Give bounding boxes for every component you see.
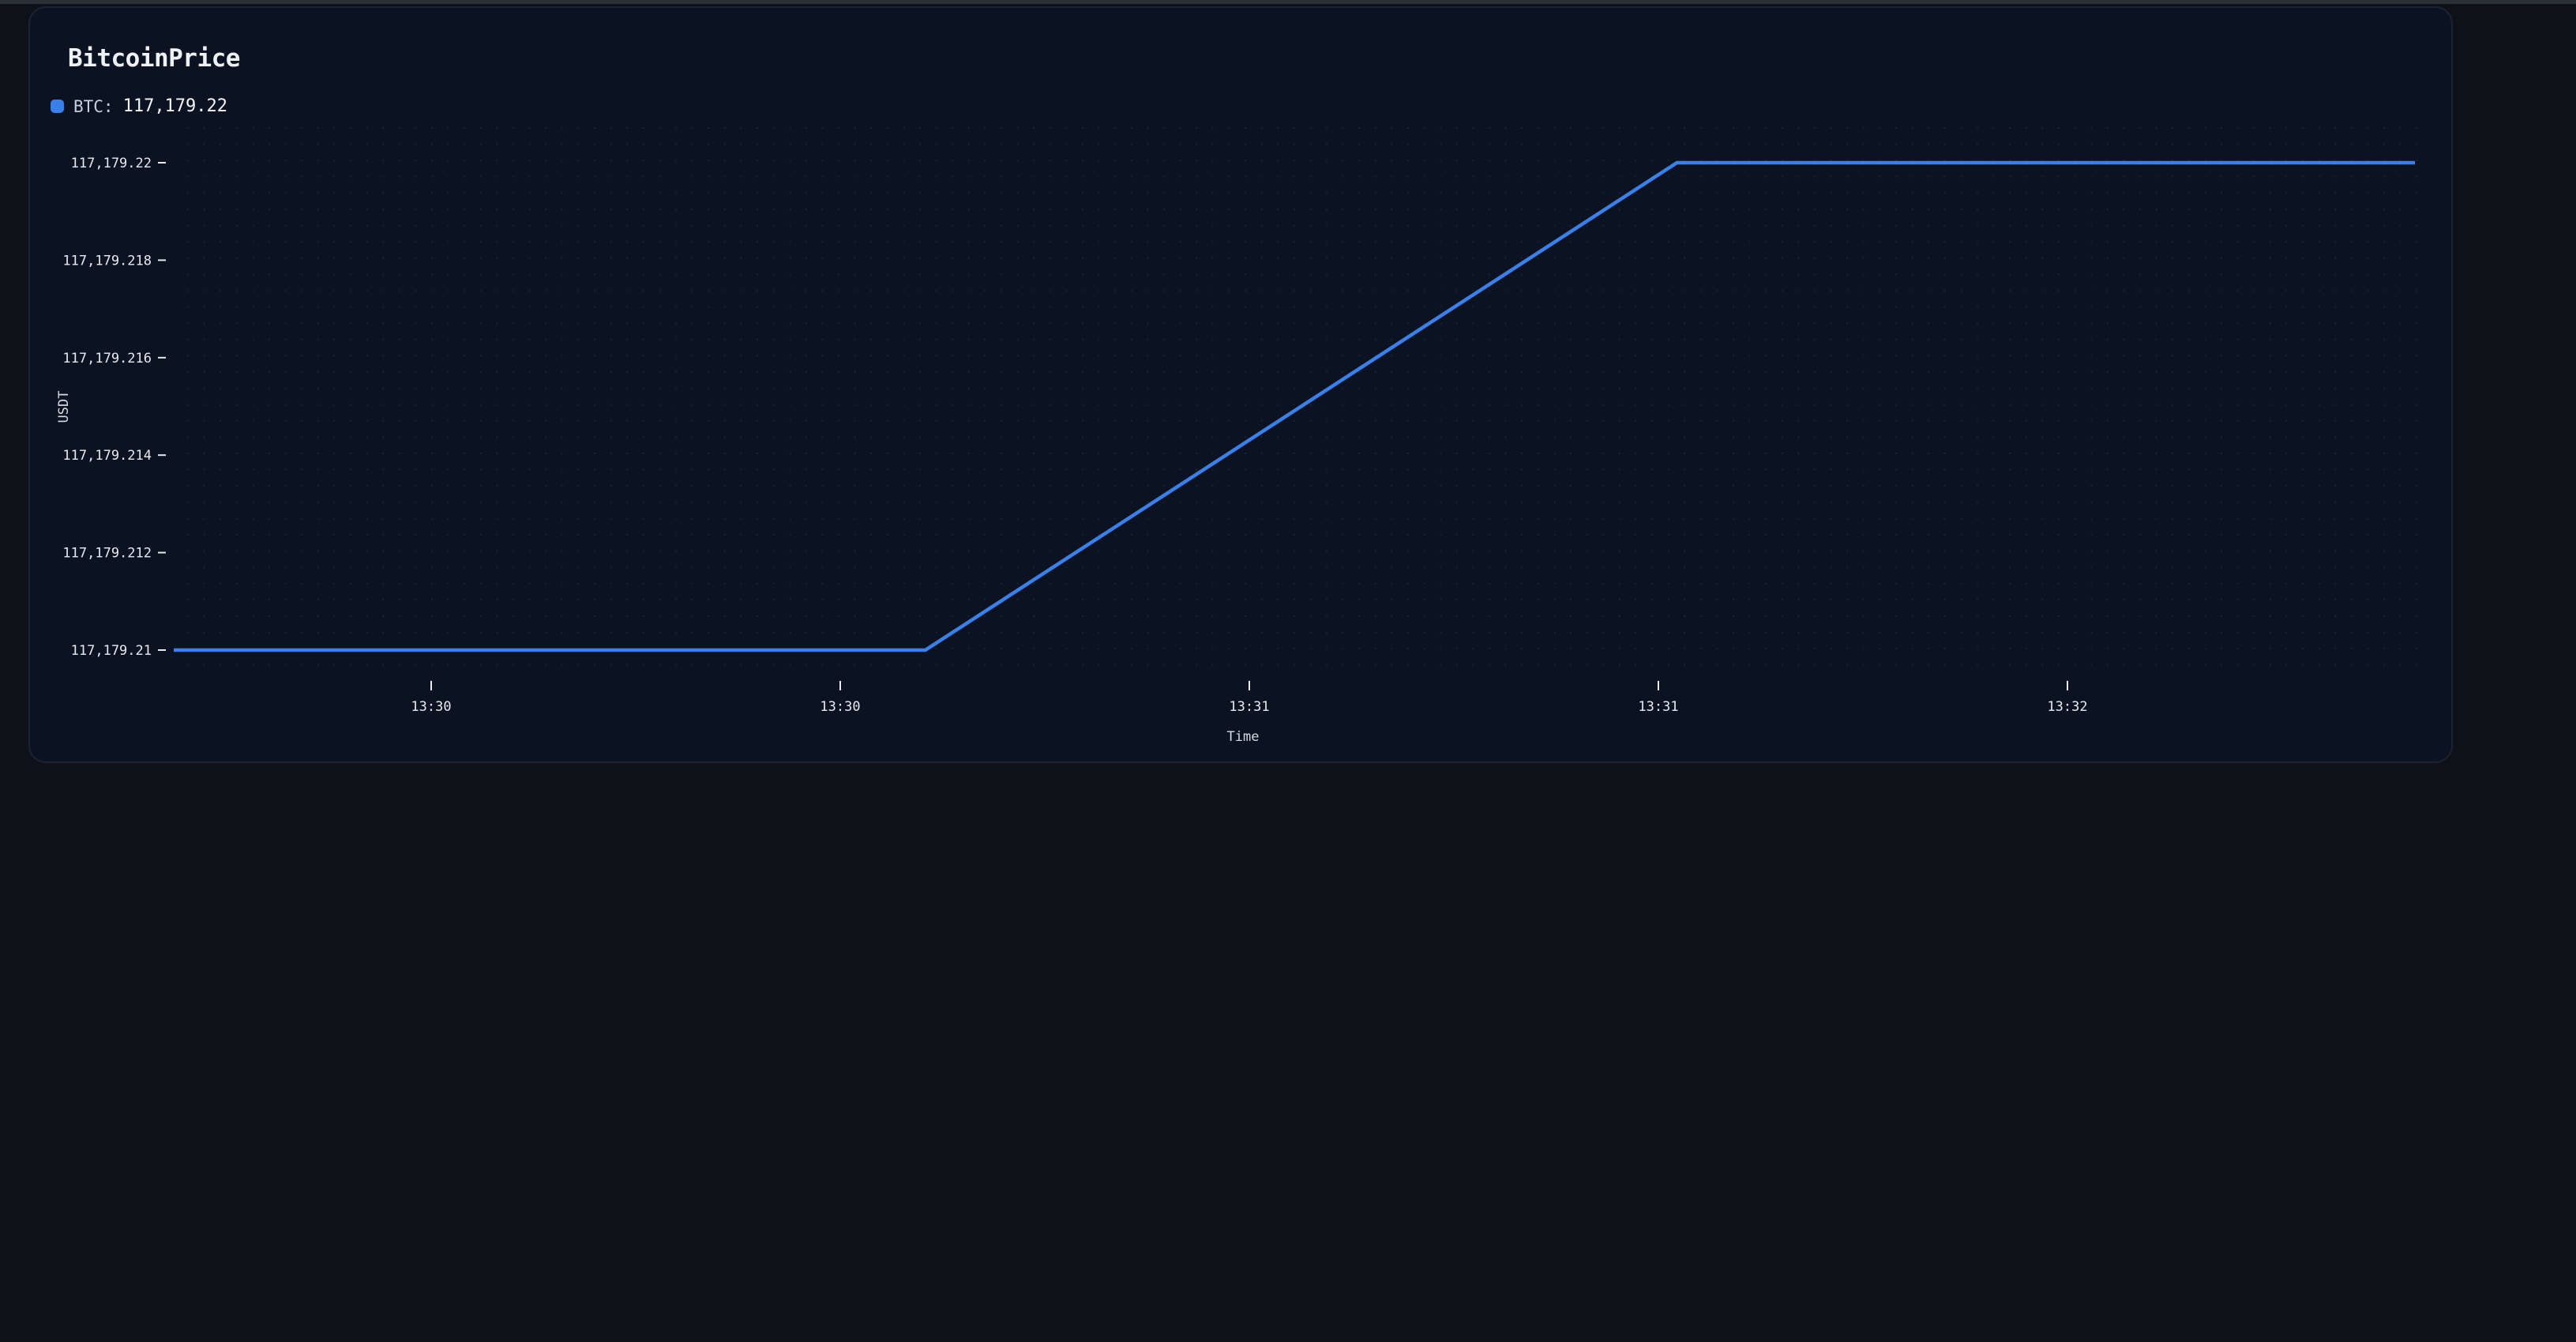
chart-title: BitcoinPrice [68, 44, 240, 73]
y-tick-label: 117,179.218 [62, 253, 152, 269]
y-tick-label: 117,179.212 [62, 546, 152, 562]
y-tick-label: 117,179.214 [62, 448, 152, 464]
window-top-strip [0, 0, 2576, 4]
legend-value: 117,179.22 [122, 96, 228, 116]
x-axis: 13:30 13:30 13:31 13:31 13:32 [411, 681, 2088, 715]
chart-series [174, 160, 2415, 652]
chart-grid [186, 126, 2418, 666]
legend-label: BTC: [73, 96, 114, 116]
x-tick-label: 13:30 [820, 699, 860, 715]
y-tick-label: 117,179.21 [71, 643, 152, 659]
chart-card: BitcoinPrice BTC: 117,179.22 117,179.21 1… [28, 6, 2453, 763]
legend-swatch-btc [51, 100, 64, 113]
x-tick-label: 13:31 [1229, 699, 1269, 715]
line-chart: 117,179.21 117,179.212 117,179.214 117,179.… [56, 126, 2418, 745]
y-tick-label: 117,179.216 [62, 351, 152, 367]
series-line-btc [174, 160, 2415, 652]
x-tick-label: 13:30 [411, 699, 451, 715]
x-axis-label: Time [1227, 729, 1260, 745]
x-tick-label: 13:32 [2047, 699, 2087, 715]
y-axis: 117,179.21 117,179.212 117,179.214 117,179.… [62, 156, 166, 659]
x-tick-label: 13:31 [1638, 699, 1678, 715]
y-axis-label: USDT [56, 391, 72, 423]
y-tick-label: 117,179.22 [71, 156, 152, 171]
legend: BTC: 117,179.22 [51, 96, 227, 116]
